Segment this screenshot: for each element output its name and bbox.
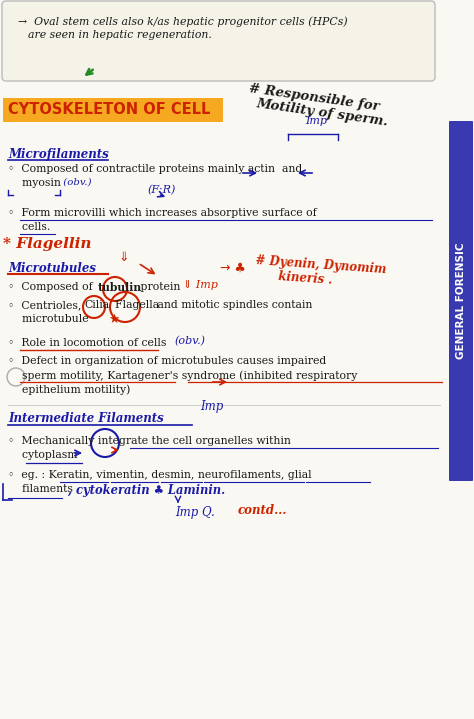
Text: (obv.): (obv.)	[175, 336, 206, 347]
Text: Imp: Imp	[305, 116, 327, 126]
Text: ★: ★	[108, 313, 119, 326]
Text: Motility of sperm.: Motility of sperm.	[255, 97, 389, 129]
Text: → ♣: → ♣	[220, 262, 246, 275]
Text: →  Oval stem cells also k/as hepatic progenitor cells (HPCs): → Oval stem cells also k/as hepatic prog…	[18, 16, 347, 27]
Text: kineris .: kineris .	[278, 270, 333, 287]
Text: epithelium motility): epithelium motility)	[8, 384, 130, 395]
Text: cells.: cells.	[8, 222, 50, 232]
Text: # Dyenin, Dynomim: # Dyenin, Dynomim	[255, 254, 387, 276]
Text: ◦  Composed of contractile proteins mainly actin  and: ◦ Composed of contractile proteins mainl…	[8, 164, 302, 174]
Text: ◦  Mechanically integrate the cell organelles within: ◦ Mechanically integrate the cell organe…	[8, 436, 291, 446]
Text: myosin: myosin	[8, 178, 61, 188]
Text: * Flagellin: * Flagellin	[3, 237, 91, 251]
Text: ◦  Composed of: ◦ Composed of	[8, 282, 96, 292]
Text: Flagella: Flagella	[108, 300, 159, 310]
Text: contd...: contd...	[238, 504, 288, 517]
Text: GENERAL FORENSIC: GENERAL FORENSIC	[456, 243, 466, 360]
Text: Imp: Imp	[200, 400, 223, 413]
Text: (obv.): (obv.)	[60, 178, 91, 187]
Text: Cilia: Cilia	[84, 300, 109, 310]
Text: # Responsible for: # Responsible for	[248, 82, 380, 113]
Text: ◦  Centrioles,: ◦ Centrioles,	[8, 300, 85, 310]
Text: cytoplasm: cytoplasm	[8, 450, 78, 460]
Text: ◦  Form microvilli which increases absorptive surface of: ◦ Form microvilli which increases absorp…	[8, 208, 317, 218]
Text: CYTOSKELETON OF CELL: CYTOSKELETON OF CELL	[8, 103, 210, 117]
Text: ⇓: ⇓	[118, 251, 128, 264]
FancyBboxPatch shape	[3, 98, 223, 122]
Text: protein: protein	[137, 282, 181, 292]
Text: ⇓ Imp: ⇓ Imp	[183, 280, 218, 290]
Text: ◦  Defect in organization of microtubules causes impaired: ◦ Defect in organization of microtubules…	[8, 356, 326, 366]
Text: tubulin: tubulin	[98, 282, 142, 293]
Text: Microtubules: Microtubules	[8, 262, 96, 275]
Text: (F·R): (F·R)	[148, 185, 176, 196]
Text: sperm motility, Kartagener's syndrome (inhibited respiratory: sperm motility, Kartagener's syndrome (i…	[8, 370, 357, 380]
Text: microtubule: microtubule	[8, 314, 89, 324]
Text: ◦  eg. : Keratin, vimentin, desmin, neurofilaments, glial: ◦ eg. : Keratin, vimentin, desmin, neuro…	[8, 470, 311, 480]
Text: Microfilaments: Microfilaments	[8, 148, 109, 161]
Text: Intermediate Filaments: Intermediate Filaments	[8, 412, 164, 425]
Text: Imp Q.: Imp Q.	[175, 506, 215, 519]
Text: , cytokeratin ♣ Laminin.: , cytokeratin ♣ Laminin.	[64, 484, 225, 497]
FancyBboxPatch shape	[449, 121, 473, 481]
Text: are seen in hepatic regeneration.: are seen in hepatic regeneration.	[28, 30, 212, 40]
Text: ◦  Role in locomotion of cells: ◦ Role in locomotion of cells	[8, 338, 166, 348]
Text: and mitotic spindles contain: and mitotic spindles contain	[154, 300, 312, 310]
FancyBboxPatch shape	[2, 1, 435, 81]
Text: filaments: filaments	[8, 484, 73, 494]
